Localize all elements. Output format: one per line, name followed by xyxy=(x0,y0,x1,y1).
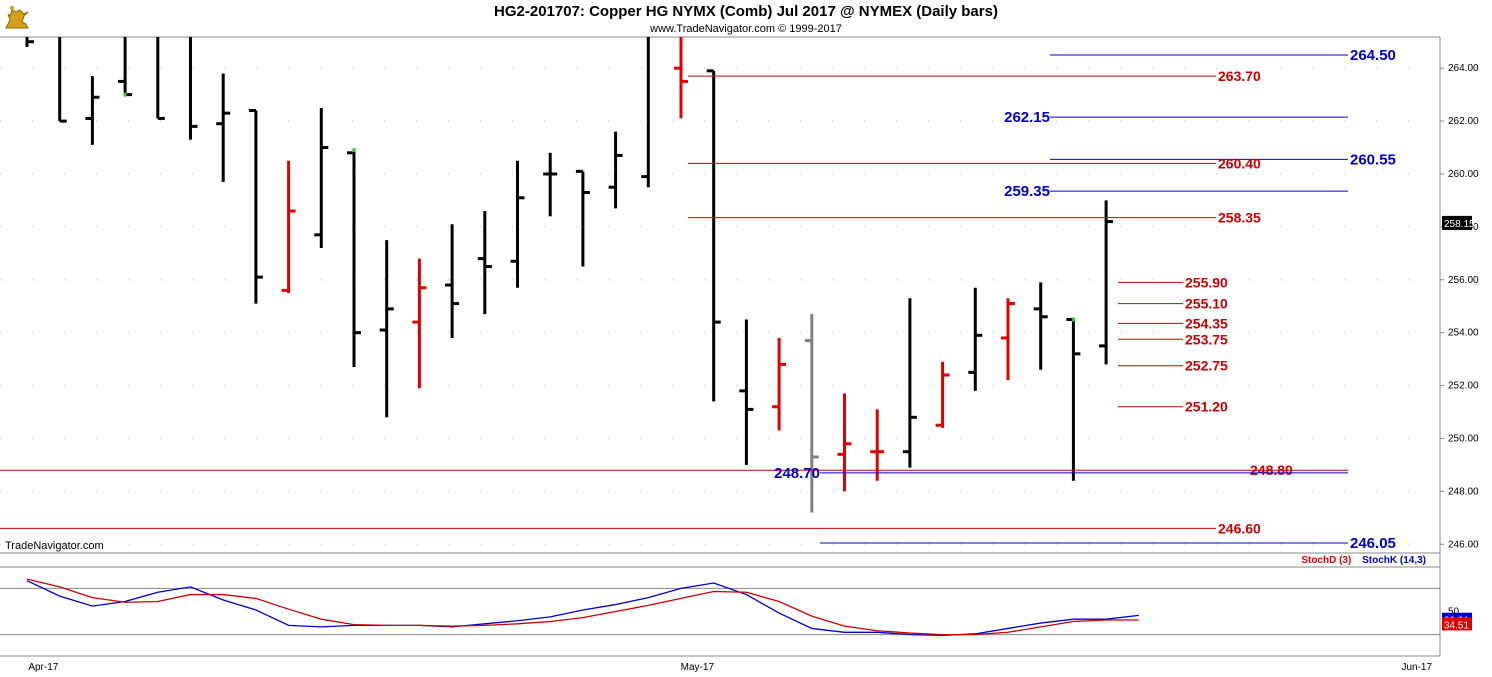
ohlc-bar xyxy=(118,37,133,97)
bar-marker xyxy=(123,92,127,97)
y-tick-label: 256.00 xyxy=(1448,275,1479,286)
legend-stochk: StochK (14,3) xyxy=(1362,555,1426,566)
ohlc-bar xyxy=(837,393,852,492)
y-tick-label: 260.00 xyxy=(1448,169,1479,180)
ohlc-bar xyxy=(510,160,525,288)
ohlc-bar xyxy=(1033,282,1048,370)
level-label: 258.35 xyxy=(1218,210,1261,226)
price-level: 255.90 xyxy=(1118,274,1228,290)
level-label: 253.75 xyxy=(1185,331,1228,347)
osc-tick-label: 50 xyxy=(1448,607,1460,618)
level-label: 255.90 xyxy=(1185,274,1228,290)
level-label: 254.35 xyxy=(1185,315,1228,331)
price-level: 264.50 xyxy=(1050,47,1396,64)
price-level: 252.75 xyxy=(1118,358,1228,374)
ohlc-bar xyxy=(641,37,650,188)
price-level: 246.60 xyxy=(0,520,1261,536)
price-level: 251.20 xyxy=(1118,399,1228,415)
price-level: 246.05 xyxy=(820,535,1396,552)
price-level: 260.40 xyxy=(688,155,1261,171)
x-tick-label: May-17 xyxy=(681,662,715,673)
last-price-badge xyxy=(1442,215,1472,230)
level-label: 260.40 xyxy=(1218,155,1261,171)
chart-subtitle: www.TradeNavigator.com © 1999-2017 xyxy=(650,23,842,35)
y-tick-label: 246.00 xyxy=(1448,539,1479,550)
ohlc-bar xyxy=(85,76,100,145)
ohlc-bar xyxy=(347,148,361,368)
y-tick-label: 250.00 xyxy=(1448,433,1479,444)
ohlc-bar xyxy=(870,409,885,481)
ohlc-bar xyxy=(379,240,394,418)
level-label: 264.50 xyxy=(1350,47,1396,64)
price-level: 254.35 xyxy=(1118,315,1228,331)
stochd-value-badge xyxy=(1442,617,1472,631)
level-label: 259.35 xyxy=(1004,183,1050,200)
y-tick-label: 248.00 xyxy=(1448,486,1479,497)
y-tick-label: 252.00 xyxy=(1448,381,1479,392)
y-tick-label: 264.00 xyxy=(1448,63,1479,74)
level-label: 262.15 xyxy=(1004,109,1050,126)
price-level: 262.15 xyxy=(1004,109,1348,126)
legend-stochd: StochD (3) xyxy=(1301,555,1352,566)
ohlc-bar xyxy=(58,37,67,123)
ohlc-bar xyxy=(412,258,427,389)
level-label: 246.05 xyxy=(1350,535,1396,552)
price-level: 263.70 xyxy=(688,68,1261,84)
ohlc-bar xyxy=(477,211,492,315)
bar-marker xyxy=(352,148,356,153)
ohlc-bar xyxy=(189,37,198,140)
x-tick-label: Apr-17 xyxy=(28,662,58,673)
price-level: 248.80 xyxy=(0,462,1348,478)
gold-bull-logo-icon xyxy=(2,2,32,32)
level-label: 251.20 xyxy=(1185,399,1228,415)
ohlc-bar xyxy=(739,319,754,465)
level-label: 246.60 xyxy=(1218,520,1261,536)
ohlc-bar xyxy=(706,69,721,402)
ohlc-bar xyxy=(1099,200,1114,365)
oscillator-legend: StochD (3) StochK (14,3) xyxy=(1301,555,1426,566)
stochd-value-label: 34.51 xyxy=(1444,620,1469,631)
ohlc-bar xyxy=(216,73,231,182)
ohlc-bar xyxy=(608,131,623,209)
chart-title: HG2-201707: Copper HG NYMX (Comb) Jul 20… xyxy=(494,3,998,20)
ohlc-bar xyxy=(1066,317,1081,481)
ohlc-bar xyxy=(445,224,460,338)
ohlc-bar xyxy=(1001,298,1015,381)
osc-series-line xyxy=(26,578,1139,636)
ohlc-bar xyxy=(543,152,558,217)
ohlc-bar xyxy=(281,160,296,293)
ohlc-bar xyxy=(804,314,819,513)
ohlc-bar xyxy=(902,298,917,468)
last-price-label: 258.15 xyxy=(1444,219,1475,230)
ohlc-bar xyxy=(248,108,263,304)
level-label: 252.75 xyxy=(1185,358,1228,374)
ohlc-bar xyxy=(772,337,787,431)
x-tick-label: Jun-17 xyxy=(1401,662,1432,673)
watermark-text: TradeNavigator.com xyxy=(5,540,104,552)
level-label: 263.70 xyxy=(1218,68,1261,84)
ohlc-bar xyxy=(314,107,329,249)
bar-marker xyxy=(1071,317,1075,322)
price-level: 260.55 xyxy=(1050,151,1396,168)
osc-series-line xyxy=(26,580,1139,637)
price-level: 255.10 xyxy=(1118,296,1228,312)
ohlc-bar xyxy=(968,287,983,391)
price-level: 248.70 xyxy=(774,465,1348,482)
y-tick-label: 262.00 xyxy=(1448,116,1479,127)
y-tick-label: 254.00 xyxy=(1448,328,1479,339)
price-level: 258.35 xyxy=(688,210,1261,226)
ohlc-bar xyxy=(935,361,950,428)
ohlc-bar xyxy=(25,37,34,48)
level-label: 260.55 xyxy=(1350,151,1396,168)
ohlc-bar xyxy=(674,37,688,119)
price-level: 259.35 xyxy=(1004,183,1348,200)
ohlc-bar xyxy=(575,169,590,267)
level-label: 248.70 xyxy=(774,465,820,482)
level-label: 248.80 xyxy=(1250,462,1293,478)
price-level: 253.75 xyxy=(1118,331,1228,347)
ohlc-bar xyxy=(156,37,165,120)
level-label: 255.10 xyxy=(1185,296,1228,312)
